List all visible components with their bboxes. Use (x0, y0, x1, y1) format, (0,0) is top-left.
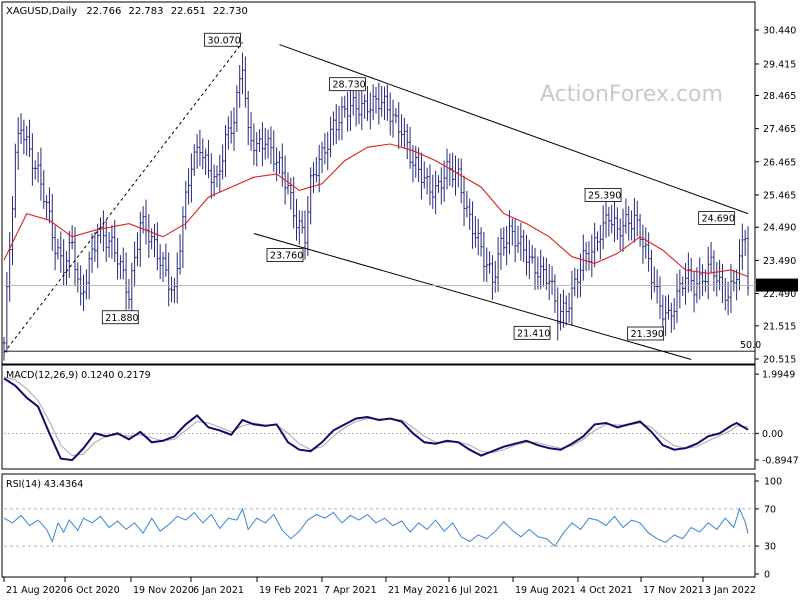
swing-label-text: 23.760 (270, 250, 303, 261)
price-axis-label: 28.465 (763, 91, 796, 102)
swing-label-text: 21.390 (631, 329, 664, 340)
price-axis-label: 27.465 (763, 124, 796, 135)
rsi-axis: 100 70 30 0 (755, 477, 782, 581)
time-axis-label: 6 Oct 2020 (67, 585, 120, 596)
time-axis-label: 6 Jan 2021 (193, 585, 244, 596)
macd-signal-line (3, 376, 749, 457)
rsi-panel[interactable] (1, 473, 756, 578)
swing-label-box (204, 32, 241, 47)
price-panel[interactable] (1, 1, 756, 365)
watermark: ActionForex.com (540, 82, 723, 107)
time-axis-label: 7 Apr 2021 (324, 585, 377, 596)
time-axis-label: 19 Feb 2021 (259, 585, 318, 596)
price-axis-label: 22.490 (763, 289, 796, 300)
rsi-axis-label: 70 (764, 504, 776, 515)
fibo-level-label: 50.0 (740, 340, 761, 351)
swing-label-box (584, 188, 622, 202)
macd-axis-label: 1.9949 (762, 370, 795, 381)
swing-label-box (266, 248, 304, 262)
price-axis-label: 24.490 (763, 223, 796, 234)
last-price-badge (756, 278, 798, 292)
price-axis-label: 30.440 (763, 26, 796, 37)
ohlc-close: 22.730 (213, 6, 248, 17)
upper-channel-line (279, 44, 749, 215)
time-axis-label: 21 May 2021 (388, 585, 450, 596)
price-axis-label: 25.465 (763, 190, 796, 201)
symbol-header: XAGUSD,Daily 22.766 22.783 22.651 22.730 (6, 6, 248, 17)
macd-label: MACD(12,26,9) 0.1240 0.2179 (6, 370, 151, 381)
time-axis-label: 4 Oct 2021 (580, 585, 633, 596)
ohlc-low: 22.651 (171, 6, 206, 17)
macd-lines (3, 376, 755, 462)
price-axis-label: 26.465 (763, 157, 796, 168)
rsi-main-line (3, 507, 749, 547)
last-price-label: 22.730 (760, 281, 793, 292)
swing-label-box (627, 326, 665, 341)
macd-axis-label: -0.8947 (762, 455, 799, 466)
macd-axis: 1.9949 0.00 -0.8947 (755, 370, 799, 466)
rsi-axis-label: 0 (764, 570, 770, 581)
swing-labels: 30.070 28.730 25.390 24.690 23.760 21.880 21.4… (101, 32, 736, 341)
price-axis-label: 21.515 (763, 321, 796, 332)
rising-trend-line (3, 41, 243, 354)
swing-label-box (513, 325, 551, 340)
lower-channel-line (253, 233, 692, 360)
price-axis-label: 20.515 (763, 355, 796, 366)
ohlc-open: 22.766 (86, 6, 121, 17)
price-ohlc-bars (2, 52, 750, 361)
time-axis: 21 Aug 2020 6 Oct 2020 19 Nov 2020 6 Jan 20… (3, 577, 756, 596)
time-axis-label: 19 Nov 2020 (133, 585, 194, 596)
price-axis-label: 29.415 (763, 59, 796, 70)
swing-label-box (101, 310, 139, 325)
moving-average-line (3, 143, 749, 278)
swing-label-text: 28.730 (332, 80, 365, 91)
price-axis: 30.440 29.415 28.465 27.465 26.465 25.465 24.4… (755, 26, 798, 366)
swing-label-text: 25.390 (588, 190, 621, 201)
ohlc-high: 22.783 (129, 6, 164, 17)
time-axis-label: 21 Aug 2020 (6, 585, 67, 596)
time-axis-label: 17 Nov 2021 (643, 585, 704, 596)
rsi-axis-label: 100 (764, 477, 782, 488)
time-axis-label: 6 Jul 2021 (451, 585, 499, 596)
macd-axis-label: 0.00 (762, 429, 783, 440)
macd-panel[interactable] (1, 364, 756, 470)
rsi-axis-label: 30 (764, 542, 776, 553)
symbol-name: XAGUSD,Daily (6, 6, 77, 17)
macd-main-line (3, 377, 749, 462)
price-axis-label: 23.490 (763, 256, 796, 267)
rsi-line (3, 507, 755, 547)
time-axis-label: 19 Aug 2021 (515, 585, 576, 596)
price-overlays: 50.0 (3, 41, 761, 360)
swing-label-box (329, 77, 366, 92)
swing-label-text: 30.070 (208, 35, 241, 46)
time-axis-label: 3 Jan 2022 (705, 585, 756, 596)
swing-label-text: 24.690 (702, 214, 735, 225)
swing-label-text: 21.410 (517, 328, 550, 339)
rsi-label: RSI(14) 43.4364 (6, 479, 83, 490)
swing-label-box (698, 211, 736, 226)
swing-label-text: 21.880 (105, 313, 138, 324)
